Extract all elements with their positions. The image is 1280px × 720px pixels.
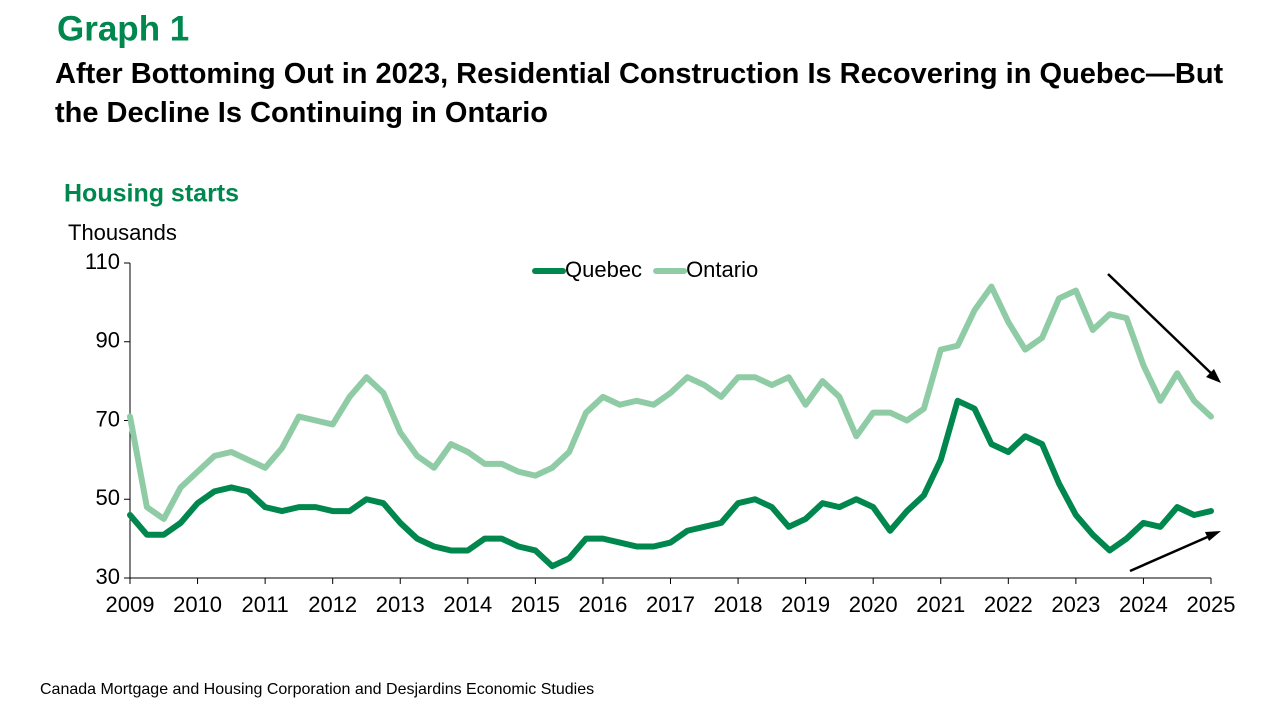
- x-tick-label: 2019: [781, 592, 830, 617]
- x-tick-label: 2012: [308, 592, 357, 617]
- x-tick-label: 2017: [646, 592, 695, 617]
- x-tick-label: 2010: [173, 592, 222, 617]
- legend-label: Ontario: [686, 257, 758, 282]
- x-tick-label: 2021: [916, 592, 965, 617]
- x-tick-label: 2025: [1187, 592, 1236, 617]
- y-tick-label: 70: [96, 406, 120, 431]
- x-tick-label: 2011: [241, 592, 288, 617]
- graph-label: Graph 1: [57, 9, 189, 48]
- series-line: [127, 283, 1214, 522]
- y-tick-label: 50: [96, 485, 120, 510]
- y-tick-label: 90: [96, 328, 120, 353]
- x-tick-label: 2024: [1119, 592, 1168, 617]
- title-box: After Bottoming Out in 2023, Residential…: [55, 58, 1224, 129]
- arrow-up: [1129, 533, 1213, 573]
- legend-label: Quebec: [565, 257, 642, 282]
- y-tick-label: 30: [96, 564, 120, 589]
- arrow-head: [1205, 531, 1221, 541]
- y-axis-label: Thousands: [68, 220, 177, 245]
- y-tick-label: 110: [85, 249, 120, 274]
- arrow-head: [1206, 369, 1221, 383]
- arrow-down: [1107, 273, 1215, 377]
- x-tick-label: 2020: [849, 592, 898, 617]
- series-line: [127, 397, 1214, 570]
- x-tick-label: 2022: [984, 592, 1033, 617]
- x-tick-label: 2009: [106, 592, 155, 617]
- source: Canada Mortgage and Housing Corporation …: [40, 681, 594, 698]
- x-tick-label: 2016: [578, 592, 627, 617]
- chart-title: After Bottoming Out in 2023, Residential…: [55, 58, 1224, 129]
- x-tick-label: 2013: [376, 592, 425, 617]
- x-tick-label: 2014: [443, 592, 492, 617]
- x-tick-label: 2015: [511, 592, 560, 617]
- chart-subtitle: Housing starts: [64, 180, 239, 208]
- x-tick-label: 2023: [1051, 592, 1100, 617]
- x-tick-label: 2018: [714, 592, 763, 617]
